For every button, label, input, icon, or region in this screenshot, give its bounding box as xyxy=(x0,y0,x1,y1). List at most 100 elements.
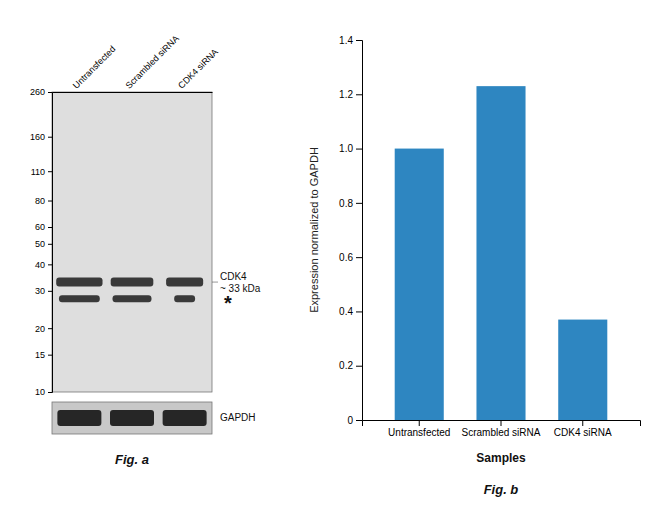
bands xyxy=(56,278,203,303)
tick-label: CDK4 siRNA xyxy=(554,427,612,438)
ladder-axis-tick: 40 xyxy=(35,260,52,270)
ladder-axis-tick: 160 xyxy=(30,132,52,142)
tick-label: 0 xyxy=(347,415,353,426)
band xyxy=(56,278,102,287)
tick-label: 40 xyxy=(35,260,45,270)
ladder-axis-tick: 80 xyxy=(35,196,52,206)
bars xyxy=(395,86,608,420)
control-band xyxy=(163,410,207,426)
tick-label: 20 xyxy=(35,324,45,334)
tick-label: 1.2 xyxy=(339,89,353,100)
band xyxy=(113,295,152,302)
x-axis-title: Samples xyxy=(476,451,526,465)
y-axis-tick: 0 xyxy=(347,415,362,426)
y-axis-tick: 0.4 xyxy=(339,306,362,317)
y-axis-tick: 1.2 xyxy=(339,89,362,100)
band xyxy=(174,295,195,302)
lane-tick: Untransfected xyxy=(71,44,118,92)
lane-label: Untransfected xyxy=(71,44,118,91)
caption: Fig. b xyxy=(484,482,519,497)
tick-mark xyxy=(48,392,52,393)
tick-mark xyxy=(356,203,362,204)
bar xyxy=(558,320,607,420)
tick-mark xyxy=(356,94,362,95)
y-axis: 0 0.2 0.4 0.6 0.8 1.0 1.2 1.4 xyxy=(339,35,362,426)
tick-mark xyxy=(356,420,362,421)
x-axis-line xyxy=(363,421,641,427)
lane-label: CDK4 siRNA xyxy=(176,47,220,91)
y-axis-tick: 1.4 xyxy=(339,35,362,46)
y-axis-tick: 0.2 xyxy=(339,360,362,371)
tick-label: 0.2 xyxy=(339,360,353,371)
ladder-axis-tick: 15 xyxy=(35,350,52,360)
tick-label: 80 xyxy=(35,196,45,206)
lane-tick: Scrambled siRNA xyxy=(124,33,181,92)
tick-mark xyxy=(356,40,362,41)
control-band xyxy=(57,410,101,426)
ladder-axis-tick: 50 xyxy=(35,239,52,249)
tick-label: 50 xyxy=(35,239,45,249)
y-axis-tick: 1.0 xyxy=(339,143,362,154)
lane-axis-line xyxy=(53,92,213,93)
ladder-axis-line xyxy=(48,93,53,393)
lane-label: Scrambled siRNA xyxy=(124,33,181,90)
y-axis-title: Expression normalized to GAPDH xyxy=(308,147,320,313)
tick-label: 30 xyxy=(35,286,45,296)
y-axis-tick: 0.8 xyxy=(339,198,362,209)
bar xyxy=(476,86,525,420)
bar xyxy=(395,149,444,420)
ladder-axis-tick: 110 xyxy=(31,167,52,177)
tick-mark xyxy=(48,264,52,265)
tick-mark xyxy=(356,311,362,312)
tick-mark xyxy=(48,244,52,245)
lane-tick: CDK4 siRNA xyxy=(176,47,220,92)
tick-label: 0.4 xyxy=(339,306,353,317)
tick-label: 15 xyxy=(35,350,45,360)
tick-mark xyxy=(48,227,52,228)
x-axis: Untransfected Scrambled siRNA CDK4 siRNA xyxy=(363,420,641,438)
caption: Fig. a xyxy=(115,452,149,467)
band-label: * xyxy=(224,292,232,314)
tick-mark xyxy=(501,420,502,426)
figure: 2601601108060504030201510UntransfectedSc… xyxy=(0,0,650,509)
y-axis-line xyxy=(356,41,363,421)
ladder-axis-tick: 20 xyxy=(35,324,52,334)
tick-label: 60 xyxy=(35,222,45,232)
band-label: CDK4 xyxy=(220,271,247,282)
tick-label: 160 xyxy=(30,132,45,142)
tick-label: 1.0 xyxy=(339,143,353,154)
ladder-axis-tick: 260 xyxy=(30,87,52,97)
tick-label: 110 xyxy=(31,167,45,177)
control-strip xyxy=(52,402,212,434)
tick-mark xyxy=(356,366,362,367)
tick-label: 0.6 xyxy=(339,252,353,263)
y-axis-tick: 0.6 xyxy=(339,252,362,263)
tick-mark xyxy=(48,171,52,172)
x-tick: Untransfected xyxy=(388,420,450,438)
tick-label: Scrambled siRNA xyxy=(462,427,541,438)
tick-mark xyxy=(48,201,52,202)
tick-mark xyxy=(48,291,52,292)
tick-label: 1.4 xyxy=(339,35,353,46)
tick-label: 260 xyxy=(30,87,45,97)
tick-mark xyxy=(48,328,52,329)
x-tick: Scrambled siRNA xyxy=(462,420,541,438)
bar-panel: UntransfectedScrambled siRNACDK4 siRNA00… xyxy=(308,35,641,497)
blot-panel: 260 160 110 80 60 50 40 30 20 15 10 UntransfectedSc… xyxy=(30,33,261,467)
ladder-axis-tick: 30 xyxy=(35,286,52,296)
ladder-axis-tick: 60 xyxy=(35,222,52,232)
ladder-axis-tick: 10 xyxy=(35,387,52,397)
annotation-leader xyxy=(212,282,218,283)
tick-mark xyxy=(419,420,420,426)
tick-mark xyxy=(356,149,362,150)
tick-label: 0.8 xyxy=(339,198,353,209)
tick-label: Untransfected xyxy=(388,427,450,438)
blot-membrane xyxy=(52,92,212,392)
lane-axis: UntransfectedScrambled siRNACDK4 siRNA xyxy=(53,33,220,92)
tick-label: 10 xyxy=(35,387,45,397)
tick-mark xyxy=(48,137,52,138)
annotation: GAPDH xyxy=(220,412,256,423)
band xyxy=(111,278,154,287)
tick-mark xyxy=(582,420,583,426)
band xyxy=(59,295,100,302)
